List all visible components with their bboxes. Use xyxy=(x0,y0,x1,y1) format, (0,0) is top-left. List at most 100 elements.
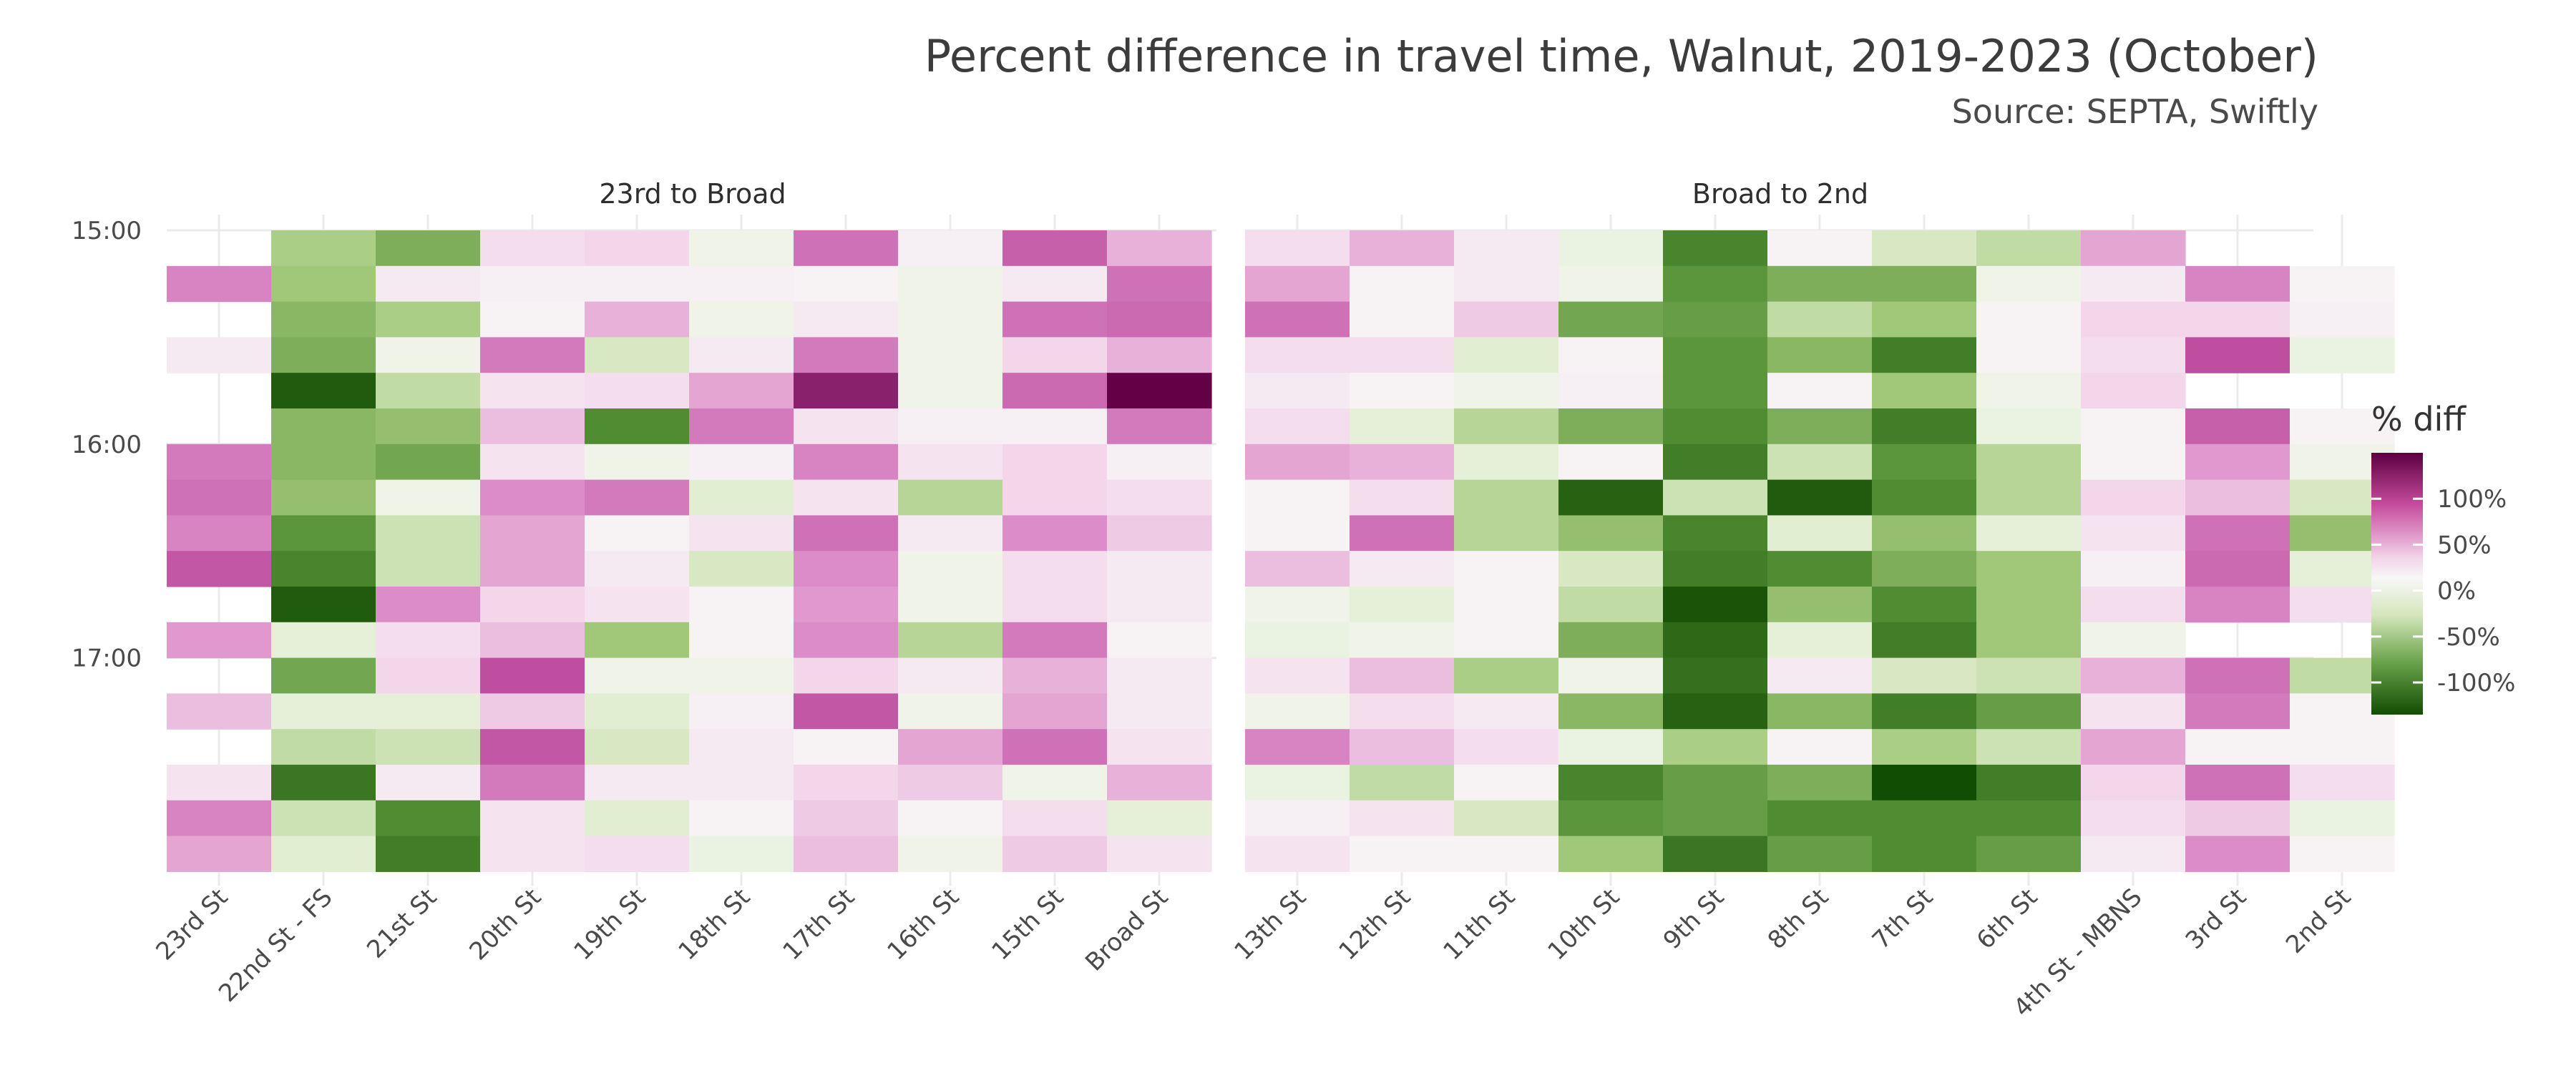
heatmap-cell xyxy=(898,657,1003,694)
heatmap-cell xyxy=(480,551,585,587)
heatmap-cell xyxy=(1767,693,1873,730)
heatmap-cell xyxy=(585,765,690,801)
heatmap-cells xyxy=(1245,230,2395,872)
heatmap-cell xyxy=(689,408,794,445)
heatmap-cell xyxy=(1350,265,1455,303)
heatmap-cell xyxy=(1872,765,1977,801)
heatmap-cell xyxy=(2185,836,2290,872)
heatmap-cell xyxy=(271,622,376,659)
heatmap-cell xyxy=(480,693,585,730)
heatmap-cells xyxy=(167,230,1212,872)
heatmap-cell xyxy=(689,444,794,481)
heatmap-cell xyxy=(1002,373,1108,409)
heatmap-cell xyxy=(898,408,1003,445)
heatmap-cell xyxy=(1350,515,1455,552)
heatmap-cell xyxy=(1558,551,1664,587)
heatmap-cell xyxy=(1663,515,1768,552)
heatmap-cell xyxy=(1350,836,1455,872)
heatmap-cell xyxy=(1976,337,2082,373)
legend-ticks: 100% 50% 0% -50% -100% xyxy=(2371,485,2515,697)
heatmap-cell xyxy=(1872,301,1977,338)
x-tick-label: 9th St xyxy=(1658,883,1730,955)
heatmap-cell xyxy=(480,515,585,552)
heatmap-cell xyxy=(376,765,481,801)
heatmap-cell xyxy=(1558,587,1664,623)
heatmap-cell xyxy=(1454,693,1559,730)
heatmap-cell xyxy=(2081,693,2186,730)
heatmap-cell xyxy=(794,230,899,267)
heatmap-cell xyxy=(1107,800,1212,837)
heatmap-cell xyxy=(1872,800,1977,837)
heatmap-cell xyxy=(2081,587,2186,623)
heatmap-cell xyxy=(271,373,376,409)
heatmap-cell xyxy=(898,265,1003,303)
heatmap-cell xyxy=(2081,230,2186,267)
legend-colorbar xyxy=(2371,453,2423,715)
heatmap-cell xyxy=(1558,729,1664,765)
heatmap-cell xyxy=(1350,693,1455,730)
heatmap-cell xyxy=(167,337,272,373)
heatmap-cell xyxy=(794,729,899,765)
heatmap-cell xyxy=(1107,657,1212,694)
heatmap-cell xyxy=(376,622,481,659)
heatmap-cell xyxy=(2185,765,2290,801)
heatmap-cell xyxy=(1002,729,1108,765)
heatmap-cell xyxy=(1767,515,1873,552)
heatmap-cell xyxy=(2185,587,2290,623)
heatmap-cell xyxy=(794,265,899,303)
heatmap-cell xyxy=(480,587,585,623)
heatmap-cell xyxy=(585,479,690,516)
heatmap-cell xyxy=(1107,836,1212,872)
heatmap-cell xyxy=(689,729,794,765)
heatmap-cell xyxy=(2081,515,2186,552)
heatmap-cell xyxy=(271,444,376,481)
heatmap-cell xyxy=(898,551,1003,587)
heatmap-cell xyxy=(898,622,1003,659)
heatmap-cell xyxy=(794,337,899,373)
heatmap-cell xyxy=(1454,515,1559,552)
heatmap-cell xyxy=(271,765,376,801)
heatmap-cell xyxy=(794,693,899,730)
heatmap-cell xyxy=(1872,622,1977,659)
y-tick-label: 17:00 xyxy=(72,645,142,673)
heatmap-cell xyxy=(1245,337,1350,373)
heatmap-cell xyxy=(585,408,690,445)
heatmap-cell xyxy=(898,444,1003,481)
heatmap-cell xyxy=(585,551,690,587)
heatmap-cell xyxy=(794,373,899,409)
heatmap-cell xyxy=(1976,230,2082,267)
heatmap-cell xyxy=(585,515,690,552)
heatmap-cell xyxy=(480,373,585,409)
heatmap-cell xyxy=(1350,301,1455,338)
heatmap-cell xyxy=(1454,265,1559,303)
chart-subtitle: Source: SEPTA, Swiftly xyxy=(1952,92,2318,131)
heatmap-cell xyxy=(1767,265,1873,303)
heatmap-cell xyxy=(585,301,690,338)
y-tick-label: 16:00 xyxy=(72,431,142,459)
heatmap-cell xyxy=(1976,373,2082,409)
heatmap-cell xyxy=(1976,693,2082,730)
heatmap-cell xyxy=(1454,551,1559,587)
heatmap-cell xyxy=(271,301,376,338)
heatmap-cell xyxy=(2290,301,2395,338)
heatmap-cell xyxy=(898,729,1003,765)
heatmap-cell xyxy=(1107,265,1212,303)
heatmap-cell xyxy=(1454,337,1559,373)
chart-title: Percent difference in travel time, Walnu… xyxy=(924,30,2318,82)
heatmap-cell xyxy=(1002,301,1108,338)
heatmap-cell xyxy=(1002,551,1108,587)
heatmap-cell xyxy=(689,622,794,659)
heatmap-cell xyxy=(1767,622,1873,659)
heatmap-cell xyxy=(1663,337,1768,373)
heatmap-cell xyxy=(2081,444,2186,481)
heatmap-cell xyxy=(1245,230,1350,267)
heatmap-cell xyxy=(585,337,690,373)
x-tick-label: 23rd St xyxy=(150,883,233,966)
heatmap-cell xyxy=(1350,408,1455,445)
heatmap-cell xyxy=(1558,444,1664,481)
heatmap-cell xyxy=(271,230,376,267)
heatmap-cell xyxy=(1350,800,1455,837)
heatmap-cell xyxy=(480,729,585,765)
heatmap-cell xyxy=(376,408,481,445)
